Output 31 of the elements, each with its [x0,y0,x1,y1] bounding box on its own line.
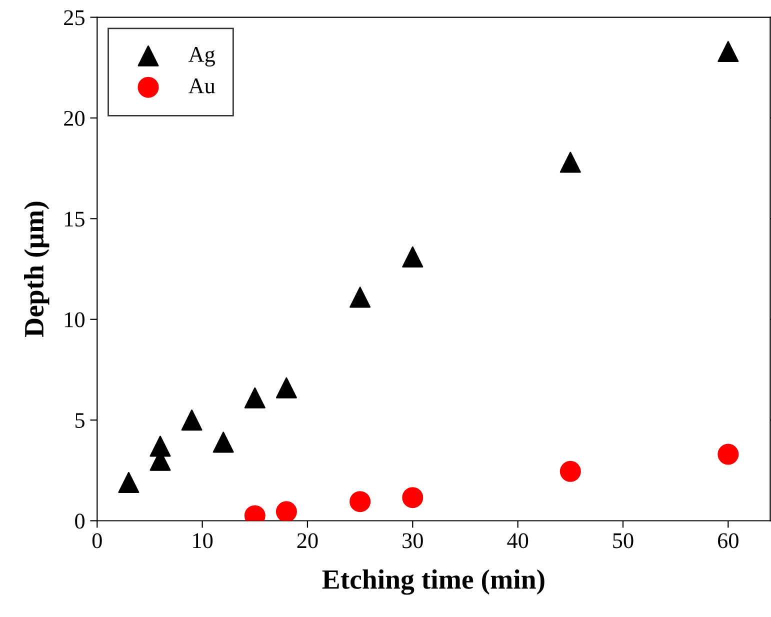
x-tick-label: 30 [402,533,423,548]
y-tick-label: 25 [64,10,84,26]
point [560,152,581,173]
x-tick-label: 50 [613,533,634,548]
y-tick-label: 0 [75,514,84,529]
x-axis-title: Etching time (min) [322,569,544,595]
x-tick-label: 10 [193,533,213,548]
x-tick-label: 40 [507,533,528,548]
y-axis-title: Depth (μm) [24,202,50,337]
point [350,491,371,512]
y-tick-label: 15 [65,212,84,227]
point [181,410,202,431]
point [718,444,739,465]
point [118,472,140,493]
x-tick-label: 20 [297,533,318,548]
y-tick-label: 20 [64,110,84,126]
point [350,286,371,308]
point [276,501,297,521]
x-tick-label: 0 [92,533,102,548]
point [276,377,297,398]
point [402,246,424,268]
y-tick-label: 10 [65,312,84,328]
point [244,387,266,408]
point [718,40,739,62]
y-tick-label: 5 [76,413,84,428]
legend-label: Au [188,78,216,94]
point [560,460,581,482]
x-tick-label: 60 [718,533,738,548]
point [212,432,234,453]
point [402,487,424,508]
legend-label: Ag [188,47,215,67]
